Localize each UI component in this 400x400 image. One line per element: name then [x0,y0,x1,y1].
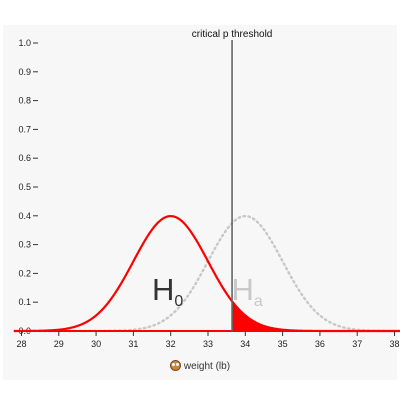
series-line-ha [12,214,400,333]
x-tick-label: 30 [91,339,101,349]
x-tick-label: 36 [315,339,325,349]
x-tick-label: 32 [166,339,176,349]
x-tick-label: 38 [390,339,400,349]
x-tick-label: 31 [128,339,138,349]
series-line-h0 [14,215,400,333]
threshold-label: critical p threshold [192,29,273,40]
plot-panel [3,25,397,380]
y-tick-label: 0.2 [18,268,31,278]
label-h0: H0 [152,272,183,310]
y-tick-label: 0.3 [18,240,31,250]
label-ha: Ha [232,272,263,310]
y-tick-label: 0.9 [18,67,31,77]
y-tick-label: 0.5 [18,182,31,192]
x-tick-label: 33 [203,339,213,349]
y-tick-label: 0.7 [18,124,31,134]
x-tick-label: 35 [278,339,288,349]
x-tick-label: 34 [240,339,250,349]
x-tick-label: 37 [352,339,362,349]
x-axis-label: weight (lb) [183,361,231,372]
x-axis-title: weight (lb) [0,360,400,372]
x-tick-label: 29 [54,339,64,349]
owl-icon [169,360,181,371]
y-tick-label: 1.0 [18,38,31,48]
shaded-region [232,301,400,331]
y-tick-label: 0.4 [18,211,31,221]
y-tick-label: 0.1 [18,297,31,307]
x-tick-label: 28 [16,339,26,349]
y-tick-label: 0.8 [18,96,31,106]
y-tick-label: 0.6 [18,153,31,163]
